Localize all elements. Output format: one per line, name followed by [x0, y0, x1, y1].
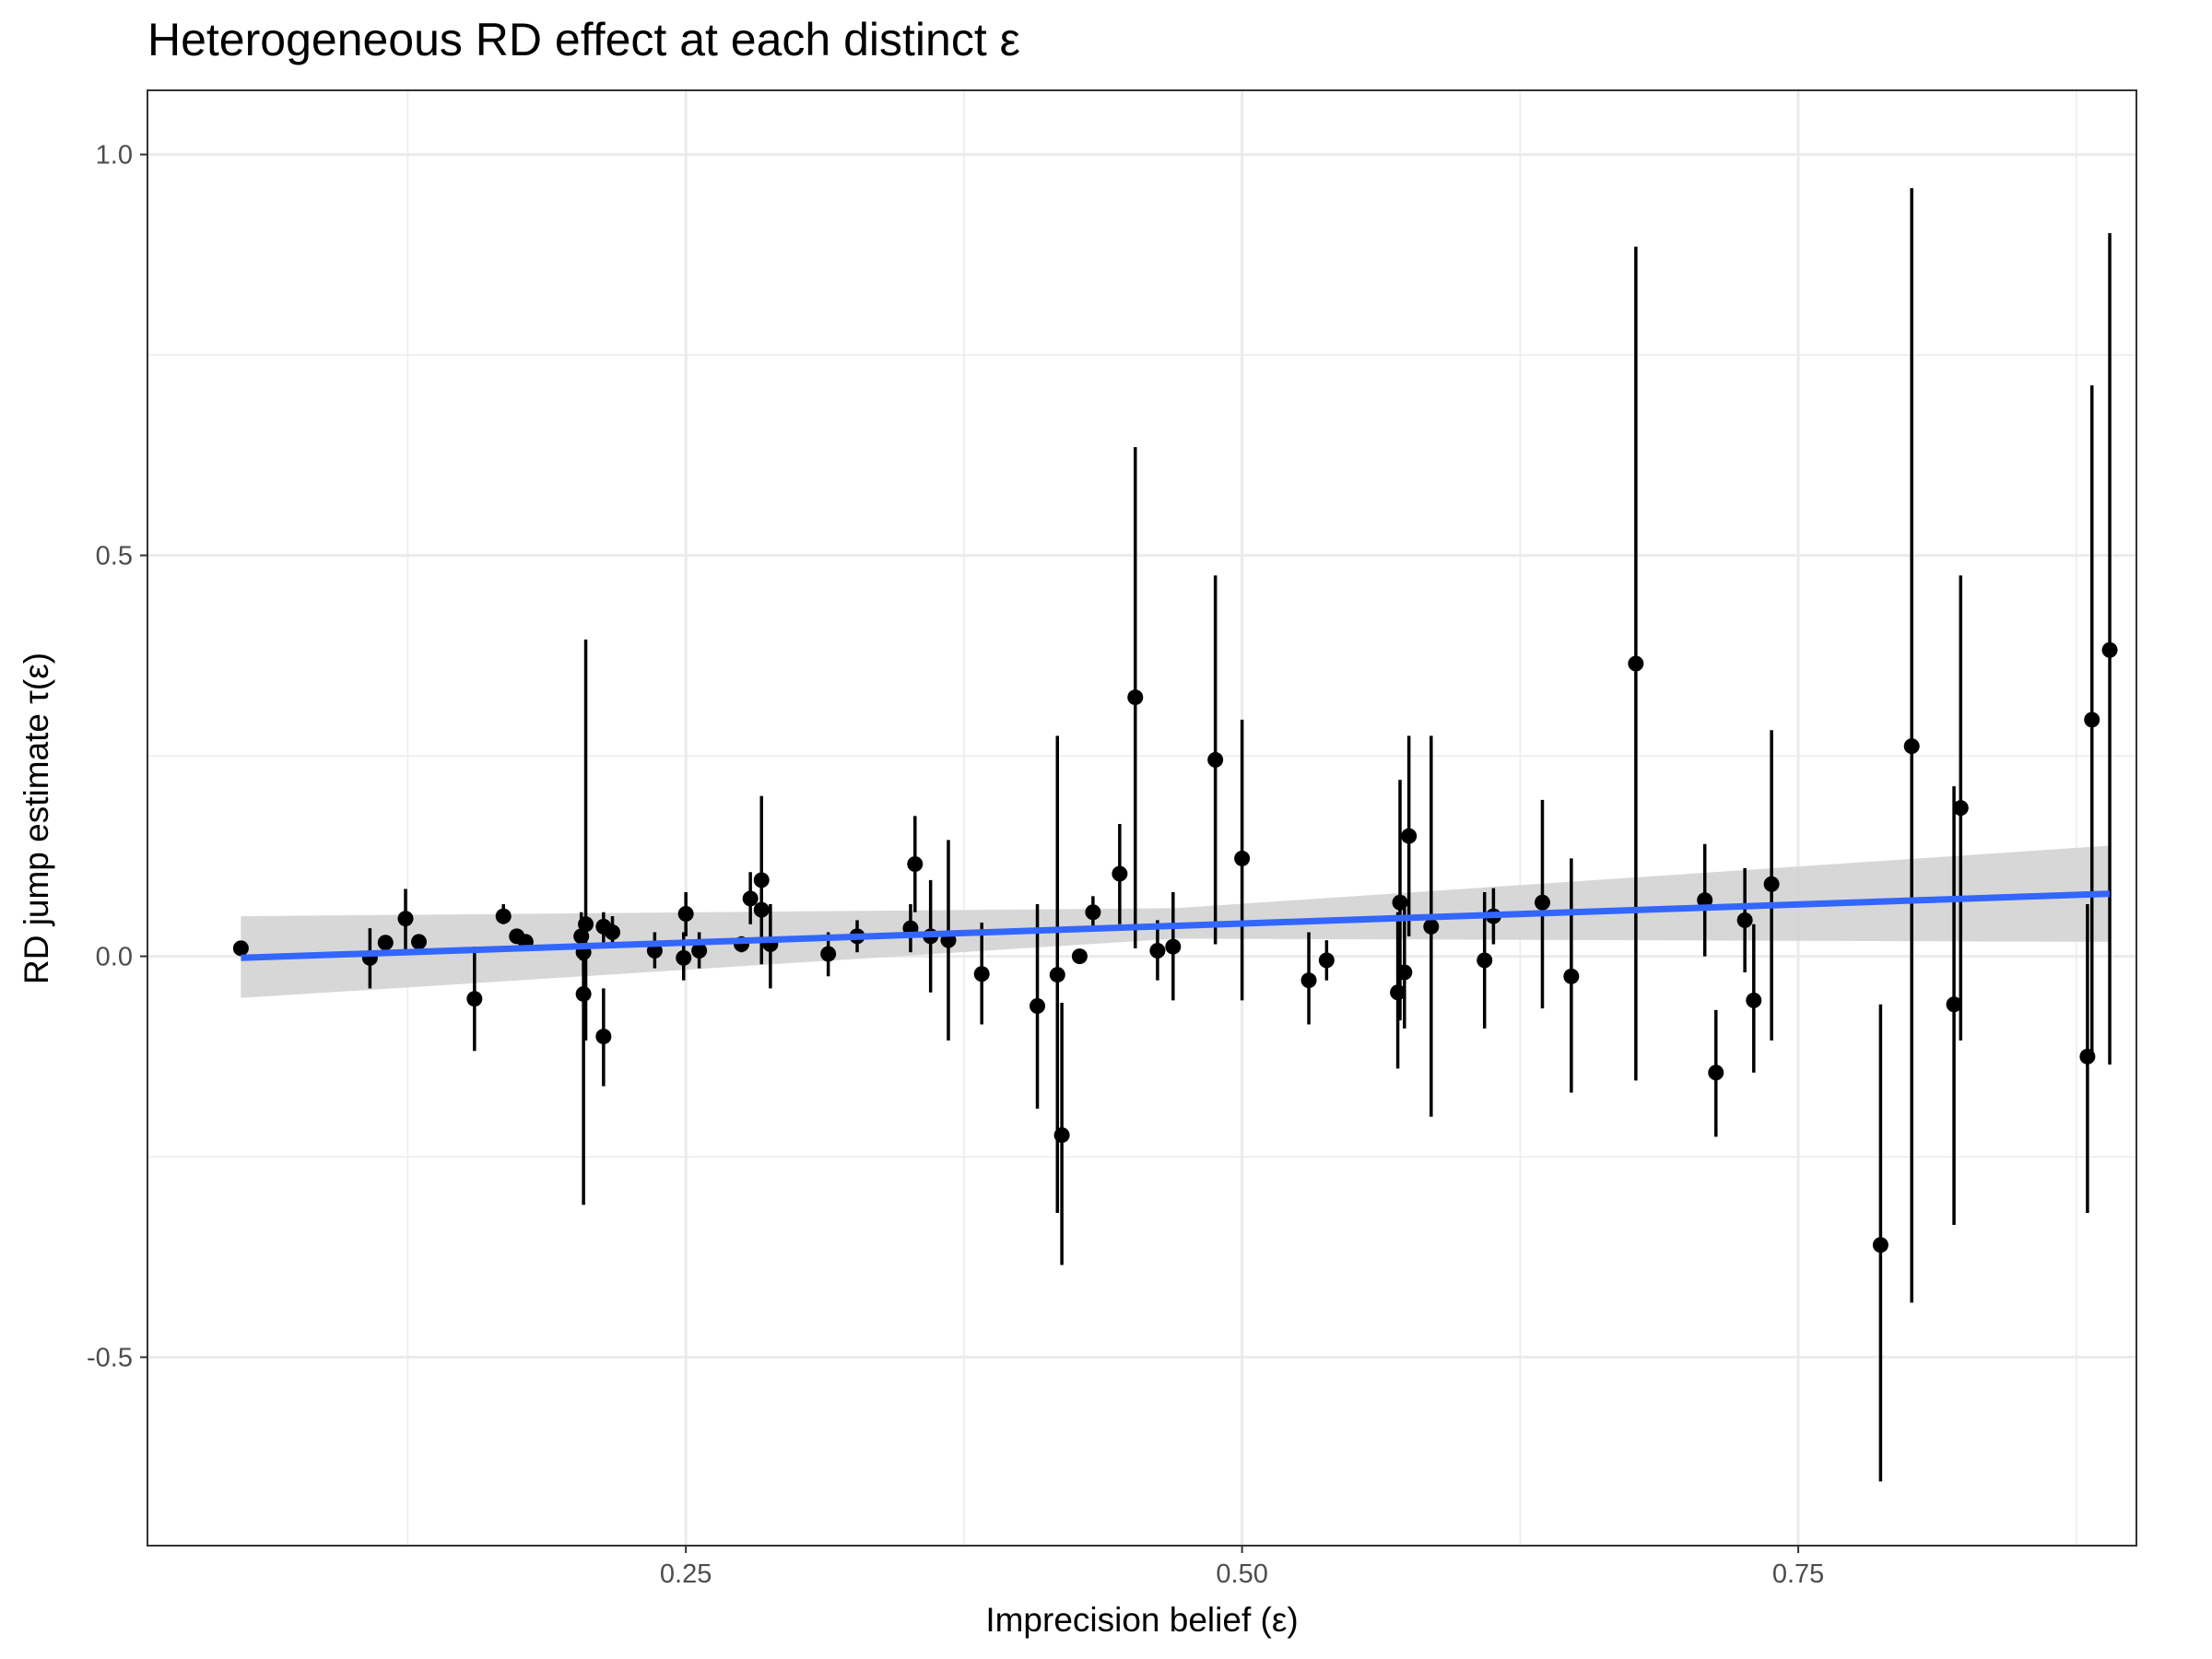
- y-axis-title: RD jump estimate τ(ε): [18, 653, 55, 984]
- data-point: [1030, 998, 1046, 1015]
- data-point: [495, 908, 512, 924]
- data-point: [820, 946, 837, 962]
- y-axis: -0.5 0.0 0.5 1.0: [87, 141, 147, 1373]
- data-point: [742, 890, 759, 907]
- data-point: [397, 911, 414, 927]
- data-point: [1872, 1237, 1888, 1253]
- data-point: [1396, 964, 1413, 981]
- data-point: [1112, 865, 1128, 882]
- data-point: [676, 949, 692, 966]
- data-point: [907, 856, 924, 873]
- data-point: [1207, 751, 1224, 768]
- y-tick-label: 1.0: [96, 141, 133, 171]
- x-tick-label: 0.75: [1772, 1559, 1824, 1589]
- chart-title: Heterogeneous RD effect at each distinct…: [147, 14, 1020, 65]
- data-point: [1563, 968, 1580, 984]
- y-tick-label: 0.5: [96, 542, 133, 571]
- data-point: [2084, 712, 2100, 728]
- data-point: [466, 991, 483, 1007]
- data-point: [1746, 992, 1762, 1008]
- data-point: [1085, 904, 1101, 921]
- data-point: [753, 872, 770, 888]
- data-point: [1736, 912, 1753, 928]
- data-point: [1628, 655, 1644, 672]
- x-axis: 0.25 0.50 0.75: [660, 1546, 1824, 1589]
- data-point: [1903, 738, 1920, 755]
- data-point: [1423, 918, 1440, 935]
- regression-line: [241, 890, 2111, 961]
- y-tick-label: 0.0: [96, 943, 133, 972]
- fit-line: [241, 890, 2111, 961]
- x-tick-label: 0.25: [660, 1559, 712, 1589]
- grid-major: [147, 90, 2136, 1546]
- data-point: [1401, 828, 1418, 844]
- data-point: [573, 928, 590, 945]
- data-point: [1300, 972, 1317, 989]
- data-point: [1053, 1127, 1070, 1144]
- data-point: [2101, 641, 2118, 658]
- data-point: [753, 901, 770, 918]
- x-tick-label: 0.50: [1216, 1559, 1267, 1589]
- data-point: [1697, 892, 1713, 909]
- data-point: [2079, 1048, 2096, 1065]
- confidence-ribbon: [241, 845, 2111, 998]
- data-point: [232, 940, 249, 957]
- data-point: [604, 924, 620, 940]
- grid-minor: [147, 90, 2136, 1546]
- data-point: [1763, 876, 1780, 892]
- data-point: [377, 935, 394, 951]
- data-point: [1165, 938, 1182, 955]
- data-point: [410, 934, 427, 950]
- y-tick-label: -0.5: [87, 1344, 133, 1373]
- data-point: [1708, 1065, 1724, 1081]
- data-point: [973, 966, 990, 982]
- data-point: [691, 942, 708, 959]
- data-point: [1149, 942, 1166, 959]
- data-point: [1127, 689, 1144, 706]
- data-point: [578, 916, 594, 933]
- data-point: [575, 985, 592, 1002]
- data-point: [1392, 894, 1408, 911]
- data-point: [1477, 952, 1493, 969]
- data-point: [1952, 800, 1969, 817]
- data-point: [1946, 996, 1962, 1013]
- data-point: [1049, 967, 1065, 983]
- data-point: [1534, 894, 1550, 911]
- x-axis-title: Imprecision belief (ε): [985, 1601, 1298, 1639]
- data-point: [595, 1029, 612, 1045]
- data-point: [1234, 850, 1251, 866]
- data-point: [1390, 984, 1406, 1001]
- panel-border: [147, 89, 2137, 1547]
- data-point: [1071, 948, 1088, 965]
- data-point: [1318, 952, 1335, 969]
- panel-background: [147, 90, 2136, 1546]
- data-point: [677, 905, 694, 922]
- confidence-band: [241, 845, 2111, 998]
